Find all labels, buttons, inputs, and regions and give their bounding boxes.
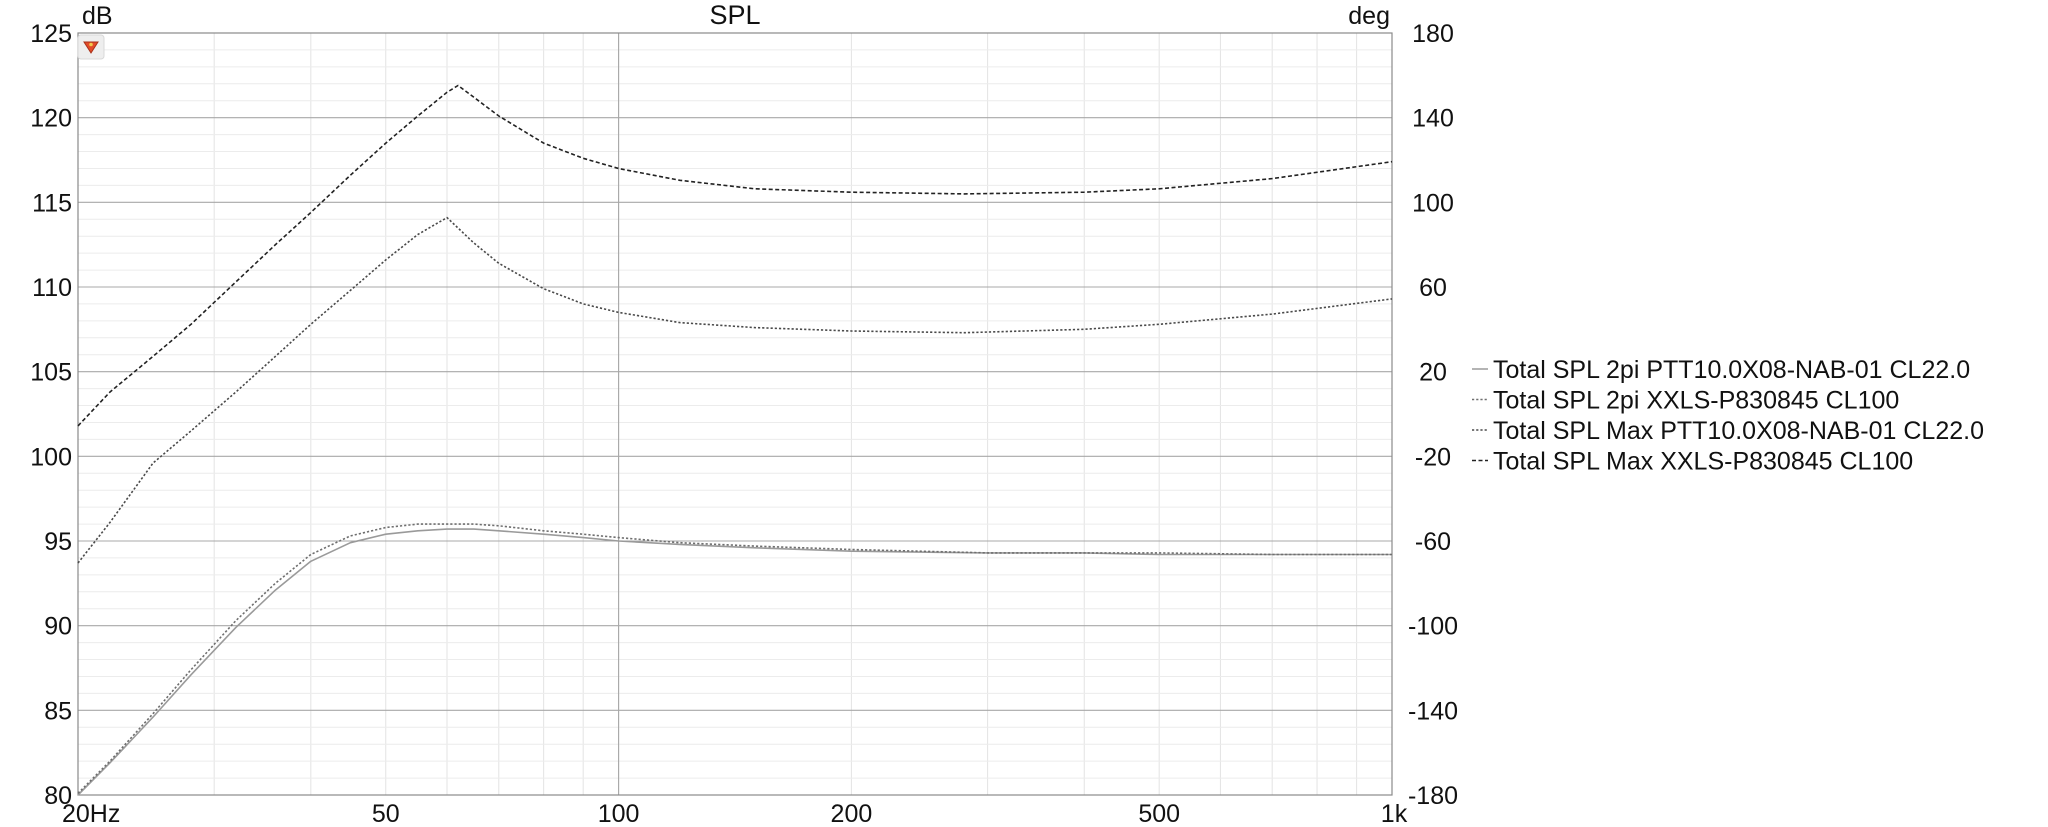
x-tick-label: 50 [372, 800, 400, 827]
legend-label: Total SPL Max XXLS-P830845 CL100 [1493, 448, 1913, 476]
series-layer [77, 84, 1393, 796]
series-line-3 [77, 216, 1393, 564]
legend-item: Total SPL 2pi XXLS-P830845 CL100 [1472, 387, 1899, 415]
y2-tick-label: -60 [1415, 528, 1451, 556]
y2-tick-label: 100 [1412, 189, 1454, 217]
y2-tick-label: -180 [1408, 782, 1458, 810]
legend-label: Total SPL 2pi PTT10.0X08-NAB-01 CL22.0 [1493, 356, 1970, 384]
legend-item: Total SPL 2pi PTT10.0X08-NAB-01 CL22.0 [1472, 356, 1970, 384]
y-tick-label: 85 [44, 697, 72, 725]
plot-frame [77, 32, 1393, 796]
x-tick-label: 500 [1138, 800, 1180, 827]
y-left-unit-label: dB [82, 2, 113, 30]
y-tick-label: 120 [30, 105, 72, 133]
series-line-2 [77, 523, 1392, 794]
series-line-4 [77, 84, 1393, 427]
x-tick-label: 100 [598, 800, 640, 827]
y2-tick-label: -20 [1415, 443, 1451, 471]
y2-tick-label: 20 [1419, 359, 1447, 387]
minor-gridlines [77, 33, 1393, 795]
y-tick-label: 95 [44, 528, 72, 556]
x-tick-label: 20Hz [62, 800, 120, 827]
y2-tick-label: 140 [1412, 105, 1454, 133]
y-tick-label: 115 [32, 189, 72, 217]
series-line-1 [77, 528, 1392, 796]
legend-item: Total SPL Max PTT10.0X08-NAB-01 CL22.0 [1472, 417, 1984, 445]
y-tick-label: 110 [32, 274, 72, 302]
major-gridlines [78, 32, 1392, 796]
chart-title: SPL [709, 0, 760, 30]
y2-tick-label: 180 [1412, 20, 1454, 48]
y-tick-label: 105 [30, 359, 72, 387]
y-tick-label: 100 [30, 443, 72, 471]
marker-badge-icon[interactable] [77, 34, 105, 60]
legend: Total SPL 2pi PTT10.0X08-NAB-01 CL22.0 To… [1472, 356, 1984, 476]
y-right-unit-label: deg [1348, 2, 1390, 30]
y2-tick-label: -100 [1408, 613, 1458, 641]
y-tick-label: 125 [30, 20, 72, 48]
y-tick-label: 80 [44, 782, 72, 810]
legend-item: Total SPL Max XXLS-P830845 CL100 [1472, 448, 1913, 476]
y2-tick-label: 60 [1419, 274, 1447, 302]
x-tick-label: 200 [831, 800, 873, 827]
legend-label: Total SPL Max PTT10.0X08-NAB-01 CL22.0 [1493, 417, 1984, 445]
legend-label: Total SPL 2pi XXLS-P830845 CL100 [1493, 387, 1899, 415]
y2-tick-label: -140 [1408, 697, 1458, 725]
axis-labels: 125 120 115 110 105 100 95 90 85 80 180 140 100 60 20 -… [30, 20, 1458, 827]
x-tick-label: 1k [1381, 800, 1408, 827]
y-tick-label: 90 [44, 613, 72, 641]
